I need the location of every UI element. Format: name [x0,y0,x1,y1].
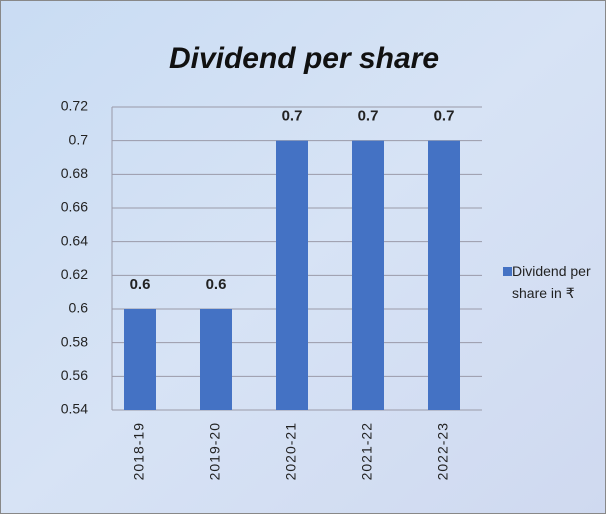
data-label: 0.7 [434,108,455,125]
y-tick-label: 0.64 [61,232,88,248]
x-tick-label: 2018-19 [131,422,147,480]
bar [352,140,384,410]
legend-swatch [503,267,512,276]
y-tick-label: 0.56 [61,367,88,383]
y-tick-label: 0.72 [61,98,88,114]
legend: Dividend per share in ₹ [512,263,591,301]
legend-label: Dividend per share in ₹ [512,263,591,301]
data-label: 0.7 [282,108,303,125]
data-label: 0.7 [358,108,379,125]
x-tick-label: 2019-20 [207,422,223,480]
y-tick-label: 0.7 [69,131,89,147]
y-tick-label: 0.62 [61,266,88,282]
x-tick-label: 2021-22 [359,422,375,480]
bar [276,140,308,410]
y-tick-label: 0.6 [69,300,89,316]
y-tick-label: 0.68 [61,165,88,181]
bar [124,309,156,410]
y-tick-label: 0.66 [61,199,88,215]
y-tick-label: 0.58 [61,333,88,349]
y-tick-label: 0.54 [61,401,88,417]
bar [200,309,232,410]
bar [428,140,460,410]
x-tick-label: 2022-23 [435,422,451,480]
plot: 0.54 0.56 0.58 0.6 0.62 0.64 0.66 0.68 0.7 0.72 20… [61,98,482,480]
data-label: 0.6 [130,276,151,293]
chart-title: Dividend per share [169,42,439,75]
data-label: 0.6 [206,276,227,293]
x-tick-label: 2020-21 [283,422,299,480]
